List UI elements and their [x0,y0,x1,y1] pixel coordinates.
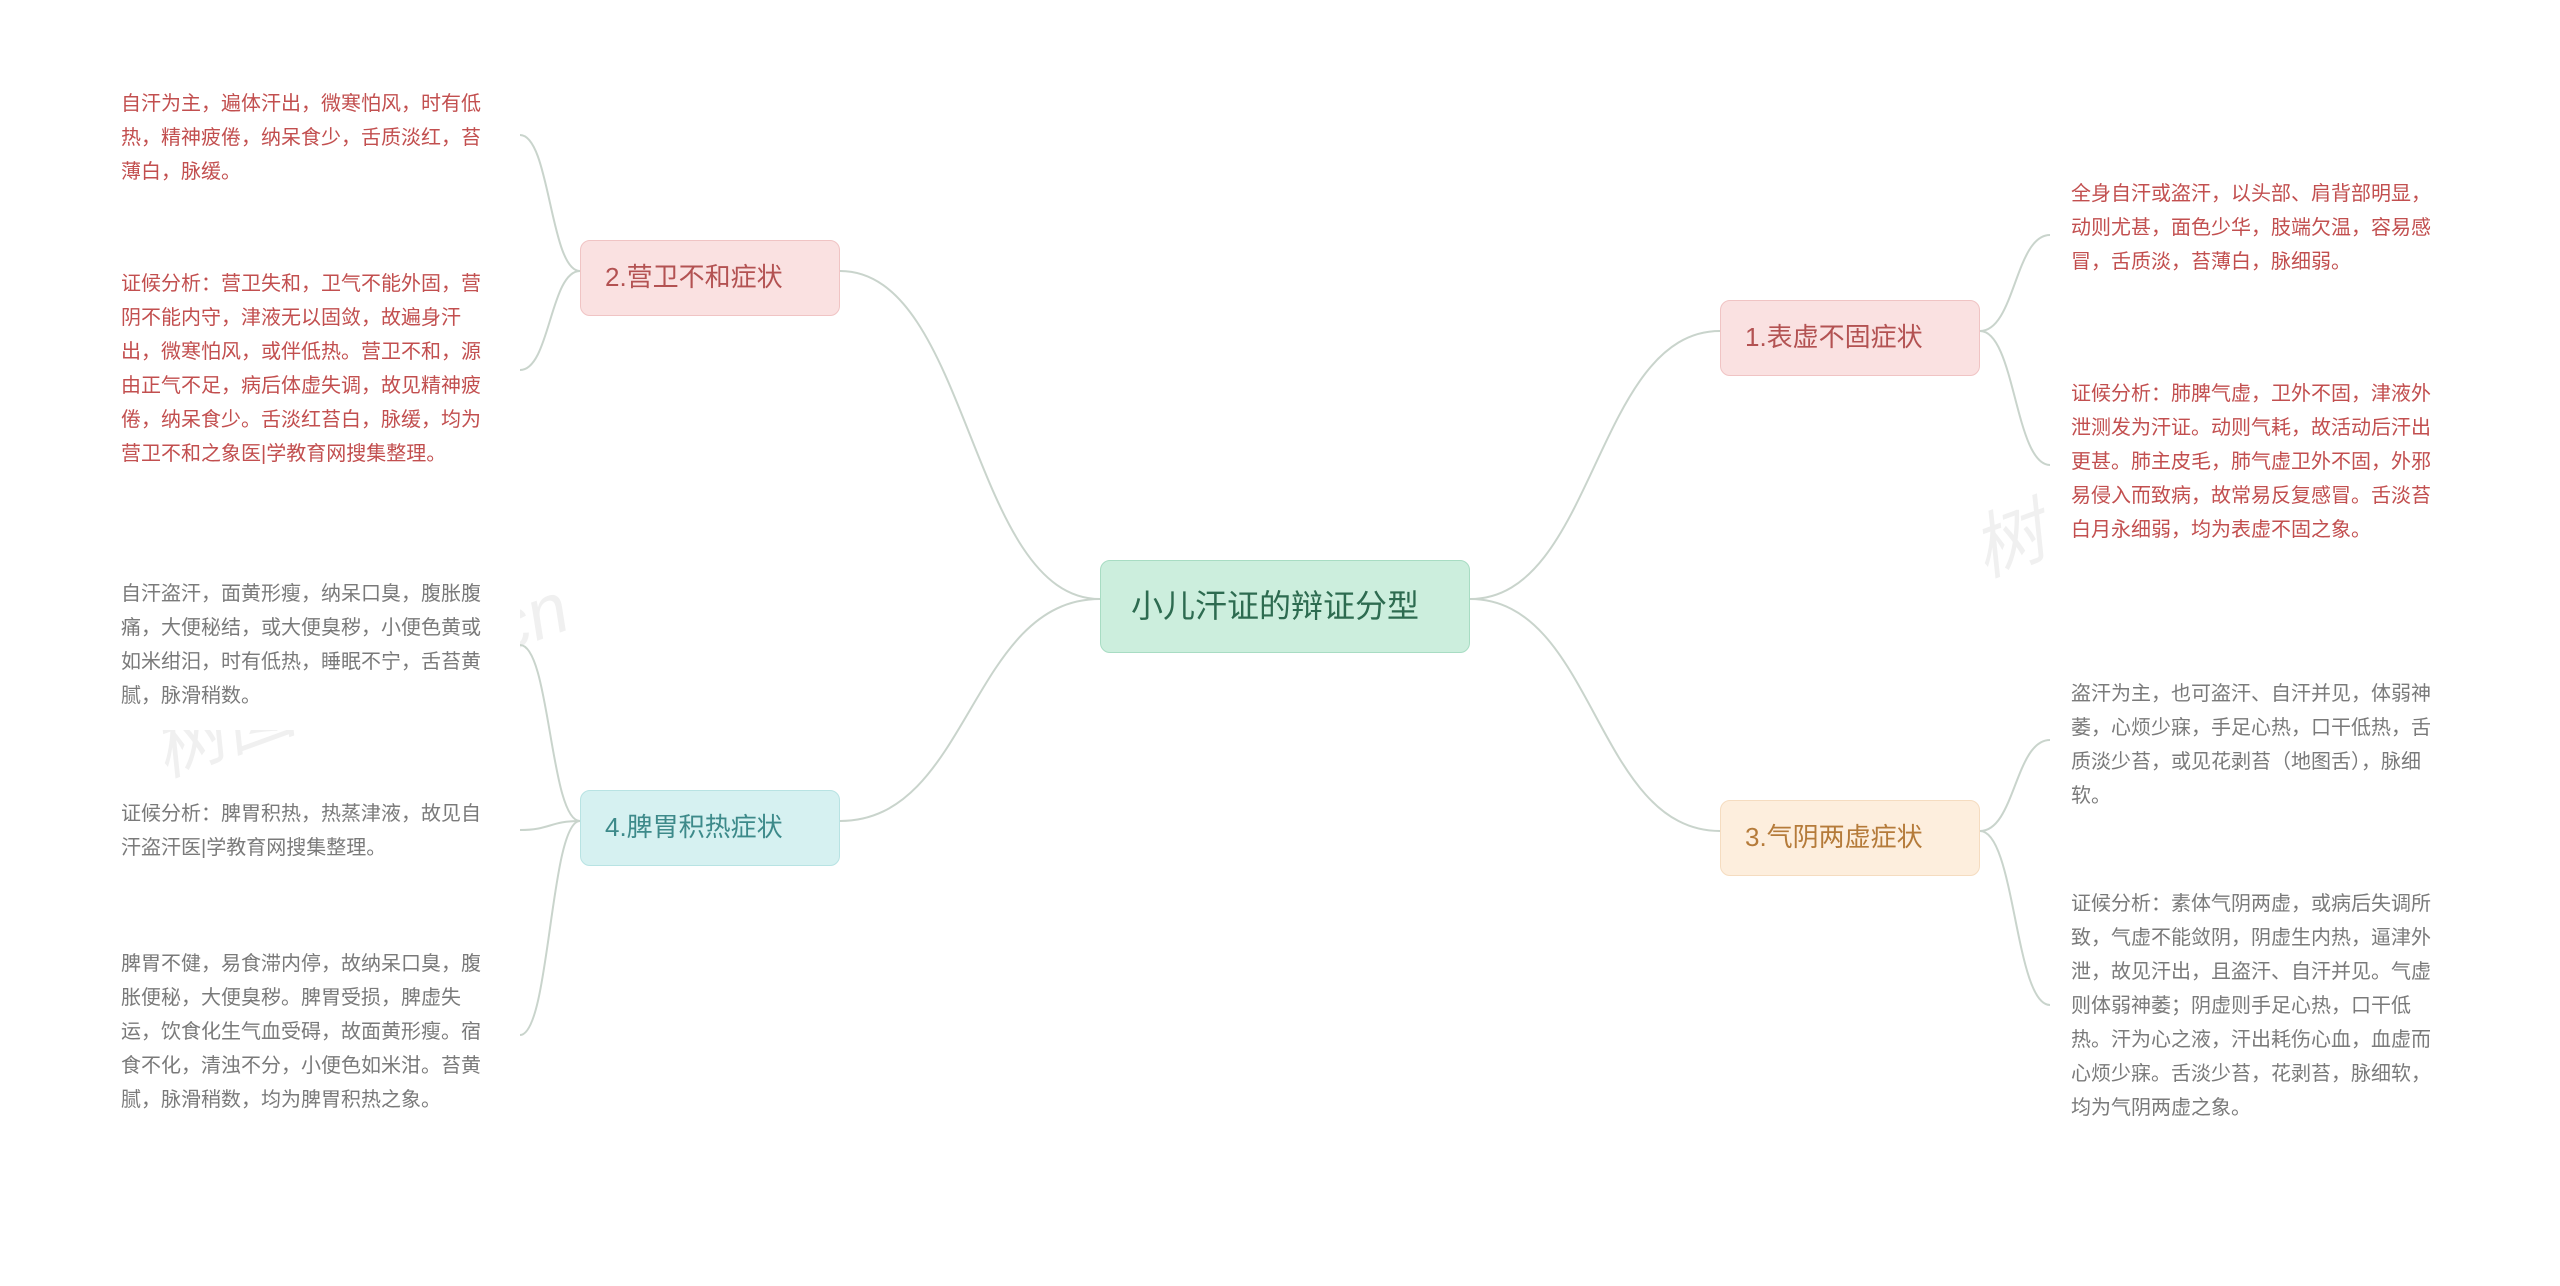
leaf-node-b1-0: 全身自汗或盗汗，以头部、肩背部明显，动则尤甚，面色少华，肢端欠温，容易感冒，舌质… [2050,160,2470,310]
leaf-node-b4-1: 证候分析：脾胃积热，热蒸津液，故见自汗盗汗医|学教育网搜集整理。 [100,780,520,882]
branch-node-b4: 4.脾胃积热症状 [580,790,840,866]
leaf-node-b3-0: 盗汗为主，也可盗汗、自汗并见，体弱神萎，心烦少寐，手足心热，口干低热，舌质淡少苔… [2050,660,2470,830]
leaf-node-b3-1: 证候分析：素体气阴两虚，或病后失调所致，气虚不能敛阴，阴虚生内热，逼津外泄，故见… [2050,870,2470,1142]
branch-node-b3: 3.气阴两虚症状 [1720,800,1980,876]
leaf-node-b4-2: 脾胃不健，易食滞内停，故纳呆口臭，腹胀便秘，大便臭秽。脾胃受损，脾虚失运，饮食化… [100,930,520,1140]
leaf-node-b1-1: 证候分析：肺脾气虚，卫外不固，津液外泄测发为汗证。动则气耗，故活动后汗出更甚。肺… [2050,360,2470,570]
leaf-node-b2-0: 自汗为主，遍体汗出，微寒怕风，时有低热，精神疲倦，纳呆食少，舌质淡红，苔薄白，脉… [100,70,520,206]
center-node: 小儿汗证的辩证分型 [1100,560,1470,653]
leaf-node-b4-0: 自汗盗汗，面黄形瘦，纳呆口臭，腹胀腹痛，大便秘结，或大便臭秽，小便色黄或如米绀汨… [100,560,520,730]
branch-node-b2: 2.营卫不和症状 [580,240,840,316]
leaf-node-b2-1: 证候分析：营卫失和，卫气不能外固，营阴不能内守，津液无以固敛，故遍身汗出，微寒怕… [100,250,520,490]
branch-node-b1: 1.表虚不固症状 [1720,300,1980,376]
